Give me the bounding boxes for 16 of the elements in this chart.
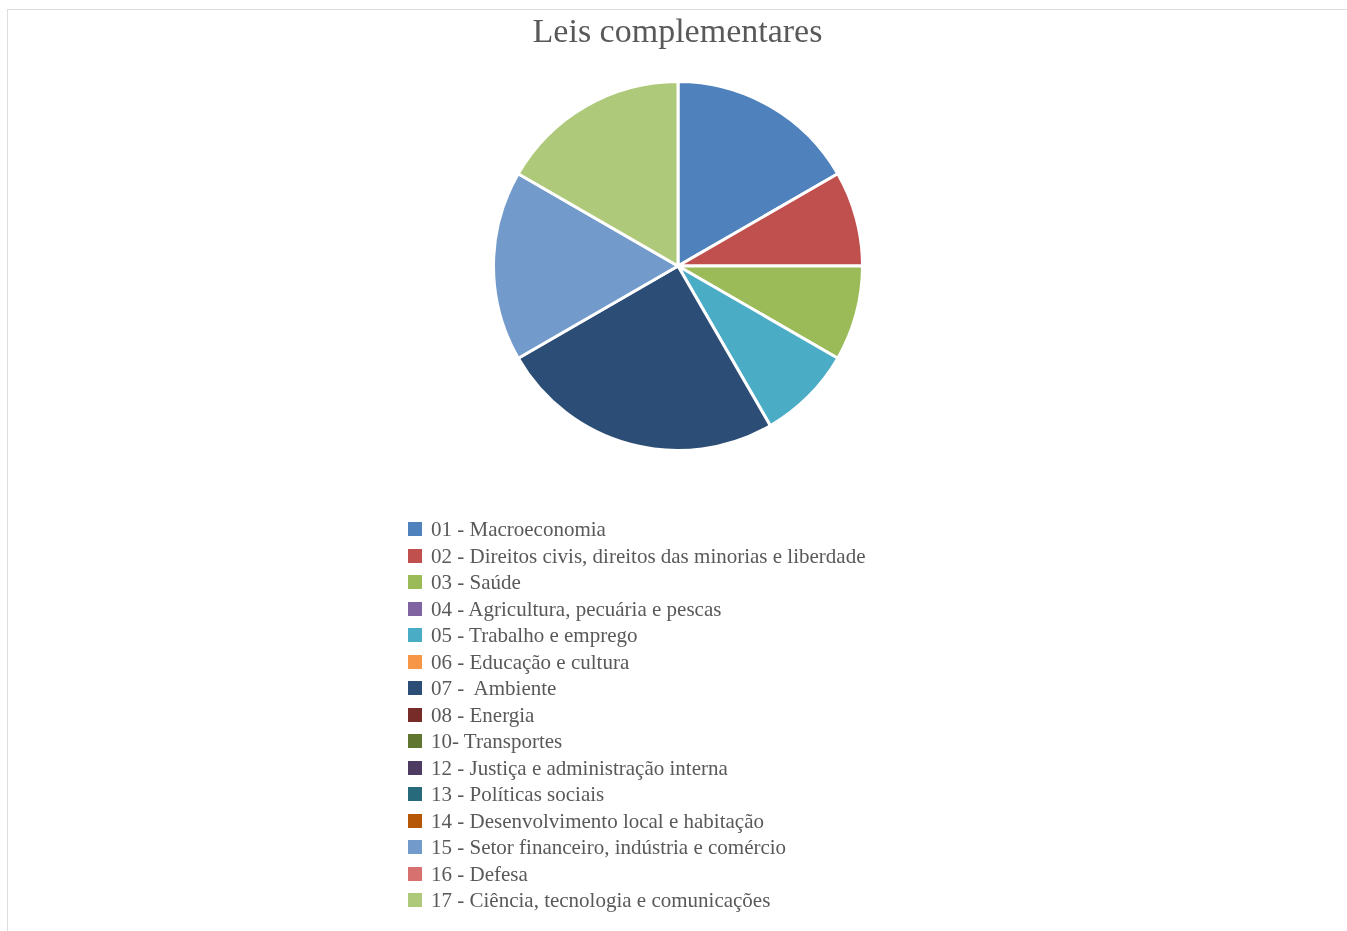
legend-label: 02 - Direitos civis, direitos das minorias e liberdade (431, 542, 866, 569)
legend-label: 03 - Saúde (431, 569, 521, 596)
legend-label: 10- Transportes (431, 728, 563, 755)
legend-label: 08 - Energia (431, 701, 535, 728)
legend-label: 07 - Ambiente (431, 675, 557, 702)
legend-label: 12 - Justiça e administração interna (431, 754, 728, 781)
legend-label: 16 - Defesa (431, 860, 528, 887)
legend-label: 13 - Políticas sociais (431, 781, 605, 808)
legend-label: 05 - Trabalho e emprego (431, 622, 638, 649)
legend-label: 17 - Ciência, tecnologia e comunicações (431, 887, 771, 914)
legend-label: 14 - Desenvolvimento local e habitação (431, 807, 764, 834)
chart-title: Leis complementares (531, 12, 824, 50)
legend-label: 06 - Educação e cultura (431, 648, 630, 675)
legend-label: 01 - Macroeconomia (431, 516, 606, 543)
legend-label: 04 - Agricultura, pecuária e pescas (431, 595, 722, 622)
legend-label: 15 - Setor financeiro, indústria e comércio (431, 834, 787, 861)
